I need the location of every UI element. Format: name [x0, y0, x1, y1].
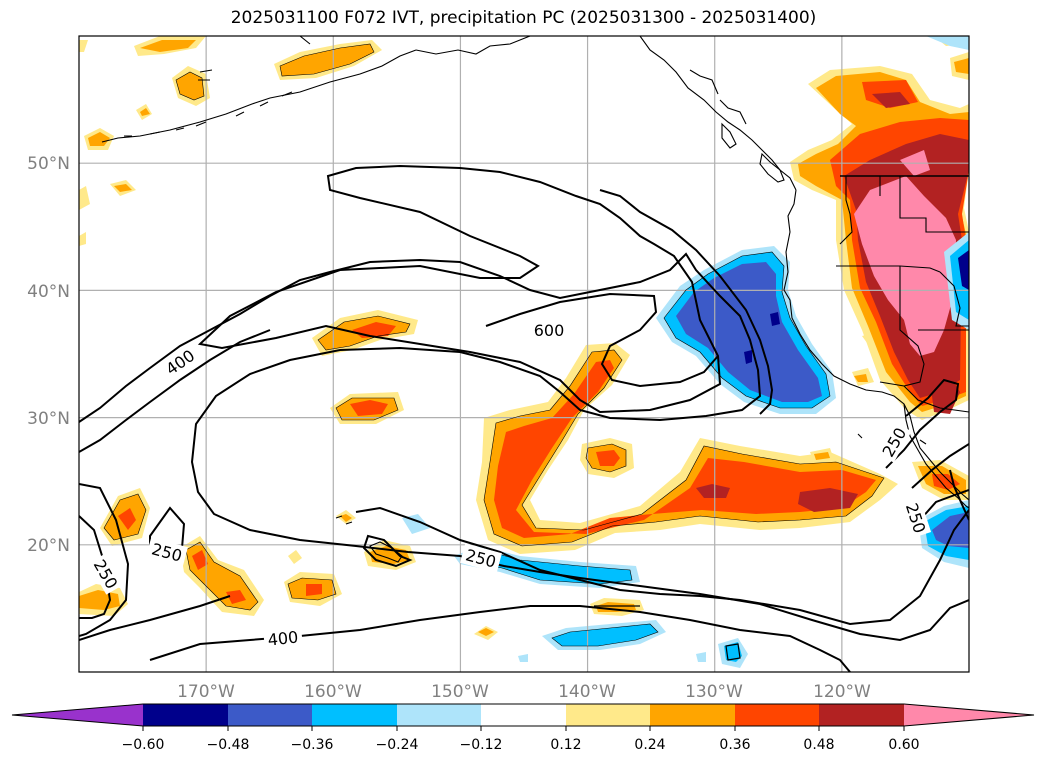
precip-region	[872, 92, 910, 108]
precip-region	[926, 36, 969, 50]
precip-region	[958, 250, 969, 290]
ivt-contour-600	[197, 164, 722, 414]
lat-tick-label: 40°N	[27, 282, 70, 302]
precip-region	[854, 374, 868, 382]
ivt-contours	[79, 164, 969, 672]
lon-tick-label: 160°W	[304, 682, 362, 702]
colorbar-bin	[143, 704, 228, 726]
precip-region	[340, 514, 352, 522]
contour-label-400-south: 400	[267, 627, 299, 649]
colorbar-bin	[481, 704, 566, 726]
colorbar-bin	[566, 704, 650, 726]
colorbar-tick-label: −0.24	[376, 737, 419, 753]
precip-region	[676, 262, 822, 402]
precip-region	[478, 628, 494, 636]
lat-tick-label: 50°N	[27, 154, 70, 174]
map-title: 2025031100 F072 IVT, precipitation PC (2…	[230, 8, 817, 28]
colorbar-tick-label: −0.12	[460, 737, 503, 753]
precip-region	[814, 452, 830, 460]
colorbar-bin	[397, 704, 481, 726]
graticule	[79, 36, 969, 672]
lon-tick-label: 130°W	[685, 682, 743, 702]
precip-region	[696, 652, 706, 662]
colorbar-tick-label: −0.48	[207, 737, 250, 753]
colorbar-bin	[735, 704, 819, 726]
precip-region	[79, 186, 90, 210]
colorbar-tick-label: −0.36	[291, 737, 334, 753]
precip-region	[724, 642, 742, 662]
ivt-contour-250	[79, 329, 271, 453]
precip-region	[226, 590, 246, 604]
colorbar-tick-label: 0.48	[803, 737, 834, 753]
ivt-contour-400	[79, 252, 969, 642]
precip-region	[288, 550, 302, 564]
precip-region	[79, 40, 88, 52]
precip-region	[88, 132, 110, 146]
contour-label-600: 600	[534, 321, 565, 340]
lon-tick-labels: 170°W 160°W 150°W 140°W 130°W 120°W	[177, 682, 871, 702]
colorbar-bin	[819, 704, 904, 726]
lon-tick-label: 170°W	[177, 682, 235, 702]
precip-region	[464, 550, 632, 584]
precip-region	[744, 350, 752, 364]
colorbar-tick-label: −0.60	[122, 737, 165, 753]
colorbar-bin	[228, 704, 312, 726]
precip-region	[596, 450, 620, 466]
precip-region	[954, 58, 969, 74]
colorbar-tick-label: 0.24	[634, 737, 665, 753]
lat-tick-label: 30°N	[27, 409, 70, 429]
precip-region	[114, 184, 132, 192]
lon-tick-label: 140°W	[558, 682, 616, 702]
precip-region	[798, 488, 858, 512]
lon-tick-label: 150°W	[431, 682, 489, 702]
map-frame	[78, 35, 970, 673]
colorbar: −0.60 −0.48 −0.36 −0.24 −0.12 0.12 0.24 …	[11, 703, 1035, 753]
precip-region	[192, 550, 208, 570]
precip-region	[118, 508, 136, 530]
precip-region	[518, 654, 528, 662]
precip-region	[79, 232, 86, 246]
precip-region	[494, 360, 876, 538]
colorbar-bin	[650, 704, 735, 726]
precip-region	[176, 72, 204, 100]
colorbar-tick-label: 0.12	[550, 737, 581, 753]
colorbar-extend-high	[904, 704, 1034, 726]
lon-tick-label: 120°W	[813, 682, 871, 702]
colorbar-tick-label: 0.36	[719, 737, 750, 753]
precip-region	[140, 40, 196, 52]
precip-region	[696, 484, 730, 498]
precip-region	[280, 44, 374, 76]
precip-region	[306, 584, 322, 596]
precip-region	[350, 400, 388, 416]
precip-region	[930, 376, 960, 414]
coastlines	[101, 36, 969, 563]
colorbar-extend-low	[12, 704, 143, 726]
lat-tick-labels: 50°N 40°N 30°N 20°N	[27, 154, 70, 556]
precip-region	[770, 312, 780, 326]
colorbar-bin	[312, 704, 397, 726]
colorbar-tick-label: 0.60	[888, 737, 919, 753]
precip-region	[140, 108, 150, 116]
lat-tick-label: 20°N	[27, 536, 70, 556]
